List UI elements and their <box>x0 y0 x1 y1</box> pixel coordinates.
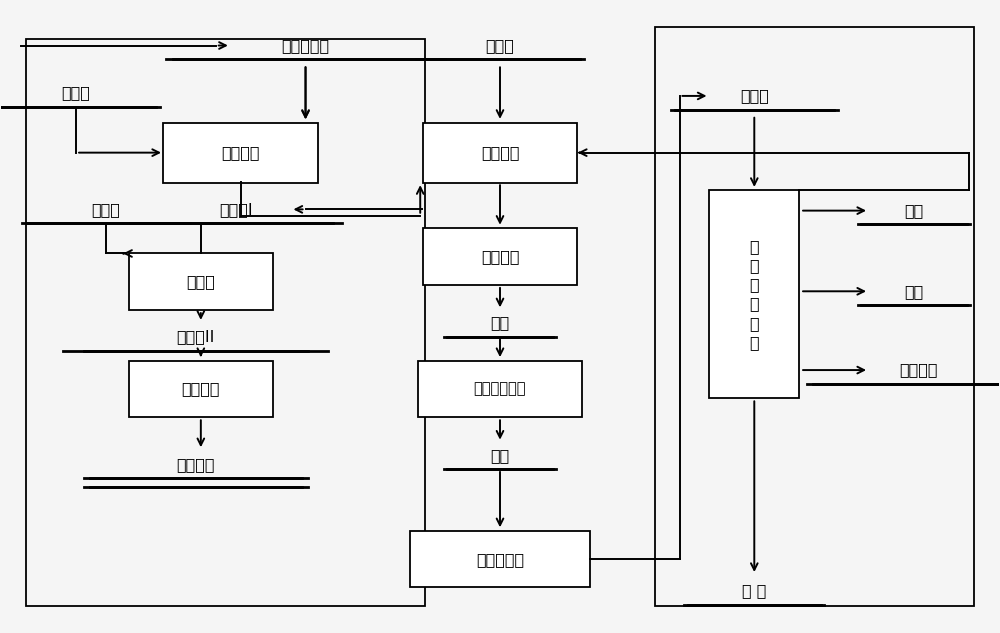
Bar <box>423 123 577 182</box>
Text: 锂 盐: 锂 盐 <box>742 583 766 598</box>
Text: 钾盐: 钾盐 <box>904 284 923 299</box>
Text: 浆化混料: 浆化混料 <box>481 145 519 160</box>
Text: 浸出液: 浸出液 <box>740 89 769 103</box>
Bar <box>129 253 273 310</box>
Text: 高温固氟重构: 高温固氟重构 <box>474 382 526 396</box>
Bar <box>655 27 974 606</box>
Bar <box>26 39 425 606</box>
Bar <box>410 531 590 587</box>
Text: 熟料: 熟料 <box>490 448 510 463</box>
Text: 生料: 生料 <box>490 315 510 330</box>
Text: 矿物加工: 矿物加工 <box>182 382 220 396</box>
Text: 化
工
冶
金
提
取: 化 工 冶 金 提 取 <box>749 239 759 350</box>
Text: 建材原料: 建材原料 <box>177 457 215 472</box>
Text: 铷、铯盐: 铷、铯盐 <box>900 363 938 377</box>
Bar <box>423 229 577 285</box>
Text: 无机酸: 无机酸 <box>92 202 121 217</box>
Bar <box>163 123 318 182</box>
Text: 钙钠盐溶液: 钙钠盐溶液 <box>281 38 330 53</box>
Bar <box>418 361 582 417</box>
Text: 钠盐: 钠盐 <box>904 203 923 218</box>
Text: 中和调制: 中和调制 <box>221 145 260 160</box>
Bar <box>709 191 799 398</box>
Bar <box>129 361 273 417</box>
Text: 浸出渣I: 浸出渣I <box>219 202 253 217</box>
Text: 酸溶浸: 酸溶浸 <box>186 274 215 289</box>
Text: 钙质碱: 钙质碱 <box>62 85 91 100</box>
Text: 锂云母: 锂云母 <box>486 38 514 53</box>
Text: 选择性浸出: 选择性浸出 <box>476 551 524 567</box>
Text: 浸出渣II: 浸出渣II <box>177 329 215 344</box>
Text: 成型干燥: 成型干燥 <box>481 249 519 264</box>
